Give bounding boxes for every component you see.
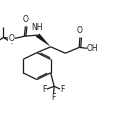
Text: O: O (77, 26, 83, 35)
Text: O: O (8, 34, 14, 43)
Text: O: O (23, 15, 28, 24)
Text: OH: OH (87, 44, 99, 53)
Polygon shape (36, 34, 51, 47)
Text: F: F (51, 93, 56, 102)
Text: NH: NH (31, 23, 43, 32)
Text: F: F (42, 85, 46, 94)
Text: F: F (61, 85, 65, 94)
